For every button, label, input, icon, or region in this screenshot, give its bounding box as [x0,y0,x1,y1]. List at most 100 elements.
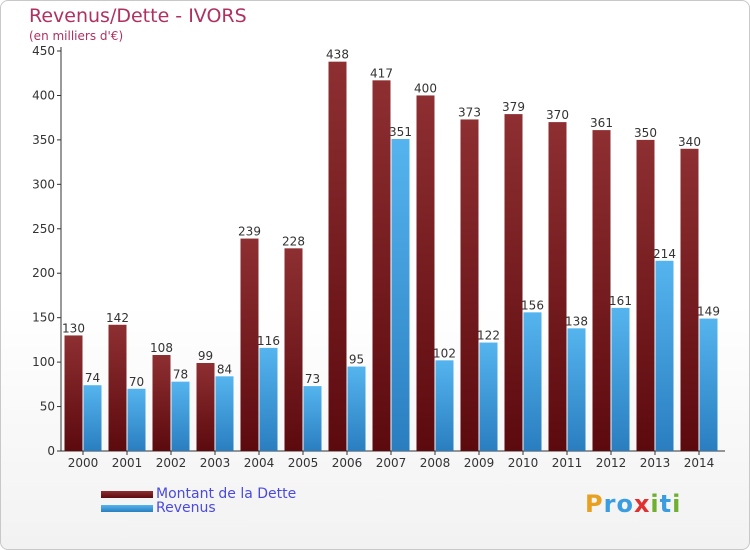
x-tick-label: 2004 [244,456,275,470]
data-label: 239 [238,225,261,239]
data-label: 361 [590,116,613,130]
debt-bar [284,248,303,451]
data-label: 70 [129,375,144,389]
revenue-bar [259,347,278,451]
logo-letter: i [672,490,682,518]
debt-bar [680,148,699,451]
logo-letter: t [659,490,673,518]
logo-letter: x [633,490,651,518]
x-tick-label: 2002 [156,456,187,470]
revenue-bar [655,260,674,451]
data-label: 73 [305,372,320,386]
y-tick-label: 350 [32,133,55,147]
x-tick-label: 2013 [640,456,671,470]
debt-bar [636,139,655,451]
data-label: 351 [389,125,412,139]
y-tick-label: 250 [32,222,55,236]
data-label: 373 [458,105,481,119]
debt-bar [240,238,259,451]
data-label: 438 [326,48,349,62]
data-label: 142 [106,311,129,325]
x-tick-label: 2001 [112,456,143,470]
data-label: 156 [521,298,544,312]
legend: Montant de la Dette Revenus [101,487,296,515]
revenue-bar [611,307,630,451]
legend-swatch-debt [101,490,153,498]
revenue-bar [435,360,454,451]
revenue-bar [523,312,542,451]
debt-bar [592,130,611,451]
x-tick-label: 2009 [464,456,495,470]
debt-bar [64,335,83,451]
x-tick-label: 2012 [596,456,627,470]
y-tick-label: 400 [32,88,55,102]
logo-letter: P [585,490,604,518]
debt-bar [504,114,523,451]
revenue-bar [479,342,498,451]
y-tick-label: 300 [32,177,55,191]
data-label: 102 [433,346,456,360]
data-label: 84 [217,362,232,376]
debt-bar [328,61,347,452]
proxiti-logo: Proxiti [585,490,681,518]
x-tick-label: 2006 [332,456,363,470]
revenue-bar [127,388,146,451]
data-label: 78 [173,368,188,382]
chart-subtitle: (en milliers d'€) [29,29,124,43]
x-tick-label: 2007 [376,456,407,470]
data-label: 379 [502,100,525,114]
x-tick-label: 2008 [420,456,451,470]
legend-label-revenue: Revenus [156,500,216,516]
data-label: 214 [653,247,676,261]
y-tick-label: 0 [47,444,55,458]
debt-bar [372,80,391,451]
data-label: 74 [85,371,100,385]
legend-item-debt: Montant de la Dette [101,487,296,501]
revenue-bar [347,366,366,451]
revenue-bar [391,139,410,451]
data-label: 228 [282,234,305,248]
data-label: 400 [414,81,437,95]
y-tick-label: 150 [32,311,55,325]
y-tick-label: 450 [32,44,55,58]
debt-bar [152,355,171,451]
data-label: 116 [257,334,280,348]
revenue-bar [567,328,586,451]
legend-swatch-revenue [101,504,153,512]
chart-title: Revenus/Dette - IVORS [29,5,247,27]
y-tick-label: 100 [32,355,55,369]
revenue-bar [699,318,718,451]
debt-bar [108,324,127,451]
x-tick-label: 2011 [552,456,583,470]
data-label: 138 [565,314,588,328]
logo-letter: r [603,490,617,518]
logo-letter: o [616,490,634,518]
revenue-bar [171,381,190,451]
data-label: 95 [349,353,364,367]
x-tick-label: 2014 [684,456,715,470]
revenue-bar [303,386,322,451]
revenue-bar [215,376,234,451]
revenue-bar [83,385,102,451]
y-tick-label: 50 [40,400,55,414]
data-label: 417 [370,66,393,80]
x-tick-label: 2010 [508,456,539,470]
x-tick-label: 2000 [68,456,99,470]
data-label: 108 [150,341,173,355]
logo-letter: i [650,490,660,518]
y-tick-label: 200 [32,266,55,280]
legend-item-revenue: Revenus [101,501,296,515]
debt-bar [416,95,435,451]
data-label: 130 [62,321,85,335]
data-label: 99 [198,349,213,363]
data-label: 122 [477,329,500,343]
data-label: 149 [697,305,720,319]
data-label: 350 [634,126,657,140]
data-label: 340 [678,135,701,149]
data-label: 370 [546,108,569,122]
debt-bar [196,363,215,451]
legend-label-debt: Montant de la Dette [156,486,297,502]
x-tick-label: 2005 [288,456,319,470]
x-tick-label: 2003 [200,456,231,470]
data-label: 161 [609,294,632,308]
